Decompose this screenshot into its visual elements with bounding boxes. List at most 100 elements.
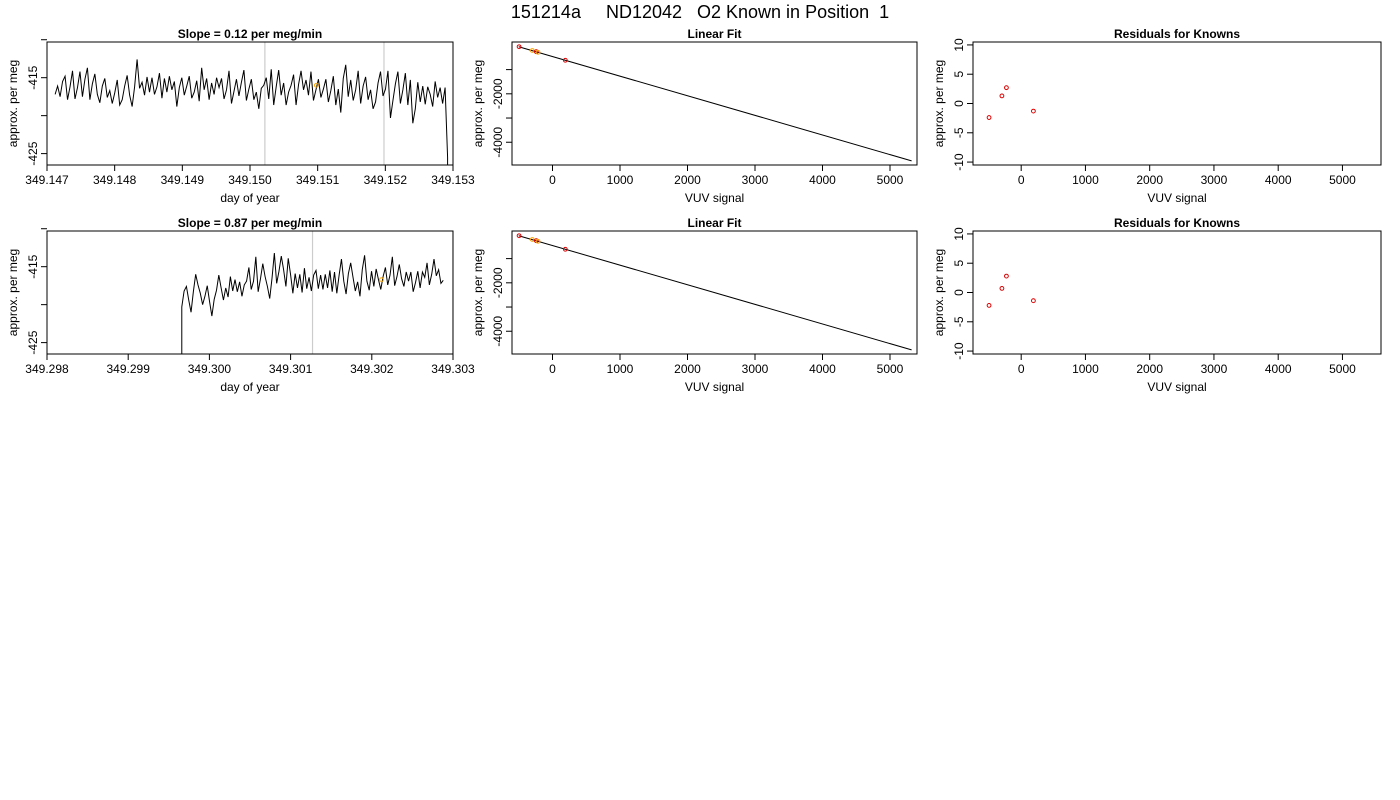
chart-4-data-point [535, 238, 541, 244]
chart-4-ytick-label: -2000 [491, 267, 505, 298]
chart-4-plot-area [516, 233, 912, 351]
chart-5-data-point [1030, 298, 1036, 304]
chart-1-ytick-label: -4000 [491, 127, 505, 158]
chart-2-data-point [1030, 108, 1036, 114]
chart-3-xtick-label: 349.301 [269, 362, 313, 376]
chart-1-ylabel: approx. per meg [471, 60, 485, 147]
chart-2-data-point [999, 93, 1005, 99]
chart-5-xtick-label: 2000 [1136, 362, 1163, 376]
chart-3-xtick-label: 349.303 [431, 362, 475, 376]
chart-5-frame [972, 230, 1382, 355]
chart-2-plot-area [986, 85, 1036, 120]
chart-5-data-point [1004, 273, 1009, 279]
chart-3-xlabel: day of year [220, 380, 279, 394]
chart-2-ytick-label: 0 [952, 100, 966, 107]
chart-2-xtick-label: 4000 [1265, 173, 1292, 187]
chart-5-xtick-label: 0 [1018, 362, 1025, 376]
chart-0-frame [46, 41, 454, 166]
chart-0-xtick-label: 349.149 [161, 173, 205, 187]
chart-5-data-point [999, 286, 1005, 291]
chart-4-data-point [529, 237, 535, 242]
chart-1-xlabel: VUV signal [685, 191, 744, 205]
chart-1-data-point [529, 48, 535, 53]
chart-2-ylabel: approx. per meg [932, 60, 946, 147]
chart-5-xlabel: VUV signal [1147, 380, 1206, 394]
chart-3-xtick-label: 349.299 [107, 362, 151, 376]
chart-4-xlabel: VUV signal [685, 380, 744, 394]
chart-4-panel: Linear Fit 0 1000 2000 3000 4000 5000 -4000 -200… [471, 216, 918, 394]
chart-0-xtick-label: 349.152 [364, 173, 408, 187]
chart-0-panel: Slope = 0.12 per meg/min 349.147 349.148 34… [6, 27, 475, 205]
chart-4-title: Linear Fit [687, 216, 741, 230]
chart-2-xlabel: VUV signal [1147, 191, 1206, 205]
chart-1-data-point [562, 57, 568, 63]
chart-5-data-point [986, 302, 992, 308]
chart-1-frame [511, 41, 918, 166]
chart-2-ytick-label: -10 [952, 153, 966, 171]
chart-5-ytick-label: 0 [952, 289, 966, 296]
chart-0-plot-area [54, 42, 449, 165]
chart-3-xtick-label: 349.298 [25, 362, 69, 376]
chart-4-xtick-label: 3000 [742, 362, 769, 376]
chart-3-data-point [379, 277, 384, 282]
chart-3-xtick-label: 349.302 [350, 362, 394, 376]
chart-2-xtick-label: 5000 [1329, 173, 1356, 187]
chart-1-data-point [516, 44, 522, 50]
chart-3-xtick-label: 349.300 [188, 362, 232, 376]
chart-4-fit-line [518, 235, 912, 351]
chart-4-xtick-label: 4000 [809, 362, 836, 376]
chart-3-frame [46, 230, 454, 355]
chart-0-xtick-label: 349.148 [93, 173, 137, 187]
chart-5-panel: Residuals for Knowns 0 1000 2000 3000 4000 500… [932, 216, 1382, 394]
chart-2-data-point [986, 115, 992, 120]
chart-5-ylabel: approx. per meg [932, 249, 946, 336]
chart-1-ytick-label: -2000 [491, 78, 505, 109]
page-title: 151214a ND12042 O2 Known in Position 1 [510, 2, 890, 22]
chart-1-fit-line [518, 46, 912, 162]
chart-1-xtick-label: 1000 [607, 173, 634, 187]
chart-3-ylabel: approx. per meg [6, 249, 20, 336]
chart-3-title: Slope = 0.87 per meg/min [178, 216, 322, 230]
chart-0-ytick-label: -415 [26, 65, 40, 89]
chart-3-ytick-label: -415 [26, 254, 40, 278]
chart-3-ytick-label: -425 [26, 330, 40, 354]
chart-2-data-point [1004, 85, 1009, 91]
chart-0-title: Slope = 0.12 per meg/min [178, 27, 322, 41]
chart-3-panel: Slope = 0.87 per meg/min 349.298 349.299 34… [6, 216, 475, 394]
chart-3-series-line [181, 252, 444, 354]
chart-4-data-point [562, 246, 568, 252]
chart-2-xtick-label: 3000 [1201, 173, 1228, 187]
chart-2-panel: Residuals for Knowns 0 1000 2000 3000 4000 500… [932, 27, 1382, 205]
chart-4-ytick-label: -4000 [491, 316, 505, 347]
chart-2-ytick-label: 5 [952, 71, 966, 78]
chart-0-xlabel: day of year [220, 191, 279, 205]
chart-4-xtick-label: 0 [549, 362, 556, 376]
chart-1-panel: Linear Fit 0 1000 2000 3000 4000 5000 -4000 -200… [471, 27, 918, 205]
chart-2-ytick-label: 10 [952, 38, 966, 52]
chart-1-xtick-label: 5000 [877, 173, 904, 187]
chart-5-xtick-label: 5000 [1329, 362, 1356, 376]
chart-0-xtick-label: 349.151 [296, 173, 340, 187]
chart-1-xtick-label: 4000 [809, 173, 836, 187]
chart-5-xtick-label: 1000 [1072, 362, 1099, 376]
chart-1-xtick-label: 0 [549, 173, 556, 187]
plot-grid: Slope = 0.12 per meg/min 349.147 349.148 34… [6, 27, 1382, 394]
chart-1-xtick-label: 2000 [674, 173, 701, 187]
chart-2-ytick-label: -5 [952, 127, 966, 138]
chart-5-ytick-label: -10 [952, 342, 966, 360]
chart-0-ytick-label: -425 [26, 141, 40, 165]
chart-2-xtick-label: 1000 [1072, 173, 1099, 187]
chart-1-title: Linear Fit [687, 27, 741, 41]
chart-5-xtick-label: 3000 [1201, 362, 1228, 376]
chart-3-plot-area [181, 231, 453, 354]
chart-5-xtick-label: 4000 [1265, 362, 1292, 376]
chart-4-frame [511, 230, 918, 355]
chart-5-ytick-label: 5 [952, 260, 966, 267]
chart-0-xtick-label: 349.150 [228, 173, 272, 187]
chart-4-ylabel: approx. per meg [471, 249, 485, 336]
chart-4-xtick-label: 2000 [674, 362, 701, 376]
chart-4-data-point [516, 233, 522, 239]
chart-1-plot-area [516, 44, 912, 162]
chart-0-data-point [313, 82, 319, 88]
chart-1-data-point [535, 49, 541, 55]
